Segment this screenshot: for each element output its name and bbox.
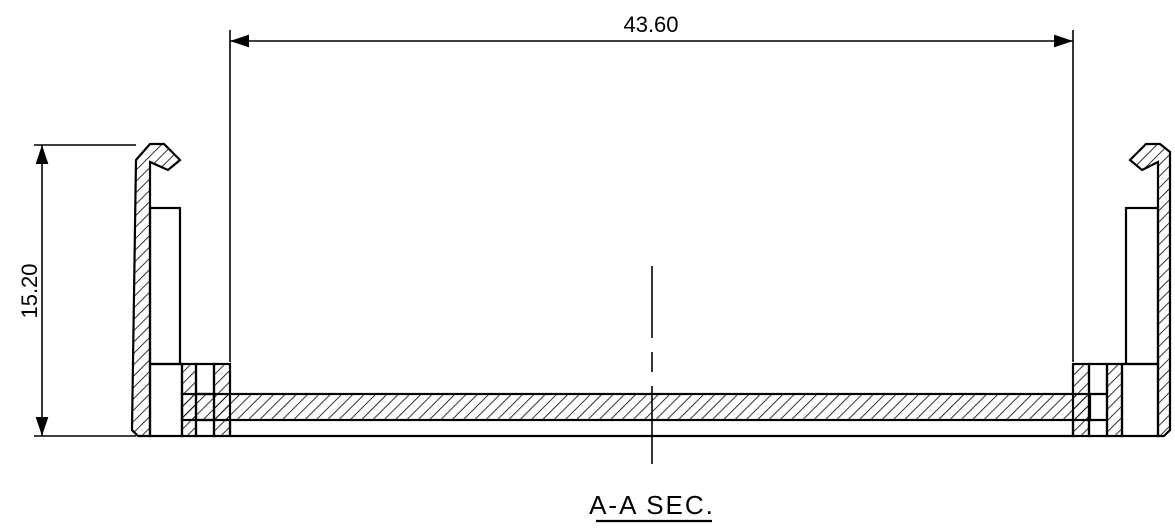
width-dimension: 43.60 [229, 12, 1074, 362]
section-title-label: A-A SEC. [589, 490, 715, 520]
height-dimension-label: 15.20 [17, 263, 42, 318]
width-dimension-label: 43.60 [623, 12, 678, 37]
section-title: A-A SEC. [589, 490, 715, 523]
height-dimension: 15.20 [17, 144, 136, 437]
left-wall [130, 142, 232, 438]
right-wall [1071, 142, 1172, 438]
floor-section [180, 392, 1092, 438]
